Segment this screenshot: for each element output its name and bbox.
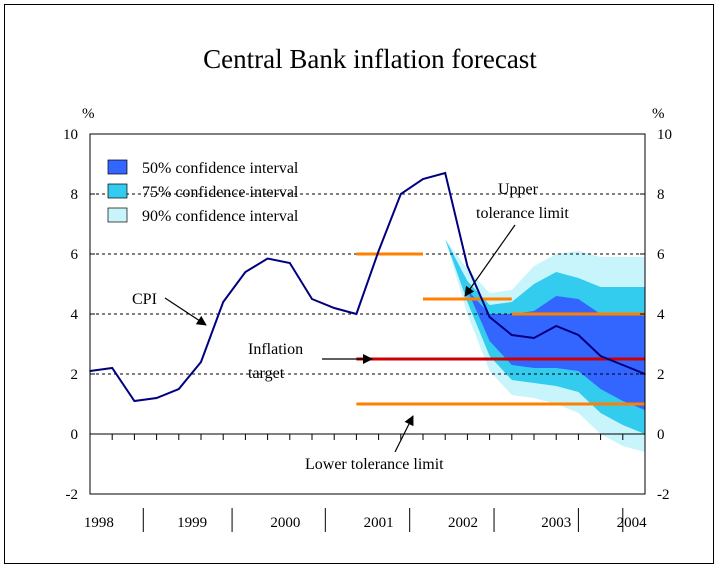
x-tick-label: 2003 [541,515,571,531]
fan-band-ci50 [445,239,645,410]
cpi-point [488,316,491,318]
cpi-point [200,361,202,363]
annotation-lower-tolerance-limit-text: Lower tolerance limit [305,456,444,473]
legend-label-2: 90% confidence interval [142,208,299,225]
legend: 50% confidence interval 75% confidence in… [107,159,299,225]
cpi-point [133,400,136,402]
cpi-point [400,193,402,195]
annotations: CPI Inflation target Upper tolerance limit Lo… [132,181,569,473]
x-tick-label: 2002 [448,515,478,531]
cpi-point [178,388,180,390]
y-tick-label-left: 2 [71,367,79,383]
cpi-point [111,367,113,369]
cpi-point [155,397,158,399]
x-tick-label: 1999 [177,515,207,531]
cpi-point [444,172,447,174]
reference-lines [356,252,645,406]
cpi-point [466,265,469,267]
cpi-point [533,337,535,339]
cpi-arrow [164,297,207,326]
y-tick-label-left: 0 [71,427,79,443]
cpi-point [377,250,380,252]
y-tick-label-left: 4 [71,307,79,323]
cpi-point [311,298,313,300]
y-tick-label-left: 6 [71,247,79,263]
upper-tolerance-limit-arrow [464,224,516,297]
annotation-upper-tolerance-limit-text: tolerance limit [476,205,569,222]
legend-label-1: 75% confidence interval [142,184,299,201]
cpi-point [555,325,557,327]
y-tick-label-left: -2 [66,487,79,503]
annotation-cpi-text: CPI [132,291,157,308]
cpi-point [355,313,358,315]
y-tick-label-right: 0 [657,427,665,443]
right-axis-unit: % [652,106,665,122]
lower-tolerance-limit-arrow [394,415,414,453]
y-tick-label-right: 2 [657,367,665,383]
chart-title: Central Bank inflation forecast [203,44,537,74]
y-tick-label-right: 8 [657,187,665,203]
cpi-point [266,257,269,260]
y-tick-label-right: 10 [657,127,672,143]
axes: -2 -2 0 0 2 2 4 4 6 6 8 8 10 10 1998 1999 2000 2001 2002 20… [63,127,672,532]
x-tick-label: 2000 [270,515,300,531]
left-axis-unit: % [82,106,95,122]
y-tick-label-left: 10 [63,127,78,143]
y-tick-label-right: 6 [657,247,665,263]
cpi-point [289,262,291,264]
cpi-point [333,307,336,309]
y-tick-label-left: 8 [71,187,79,203]
cpi-point [599,355,602,357]
annotation-upper-tolerance-limit-text: Upper [498,181,539,198]
legend-swatch-2 [107,207,128,223]
cpi-point [577,334,580,336]
y-tick-label-right: -2 [657,487,670,503]
cpi-point [222,301,224,303]
legend-swatch-1 [107,183,128,199]
cpi-point [622,364,624,366]
annotation-inflation-target-text: Inflation [248,341,303,358]
legend-swatch-0 [107,159,128,175]
cpi-point [244,271,247,273]
x-tick-label: 2004 [617,515,648,531]
y-tick-label-right: 4 [657,307,665,323]
legend-label-0: 50% confidence interval [142,160,299,177]
cpi-point [422,178,424,180]
x-tick-label: 2001 [364,515,394,531]
cpi-point [511,334,513,336]
confidence-fan [445,239,645,452]
annotation-inflation-target-text: target [248,365,285,382]
x-tick-label: 1998 [84,515,114,531]
series-line-cpi [89,171,646,403]
